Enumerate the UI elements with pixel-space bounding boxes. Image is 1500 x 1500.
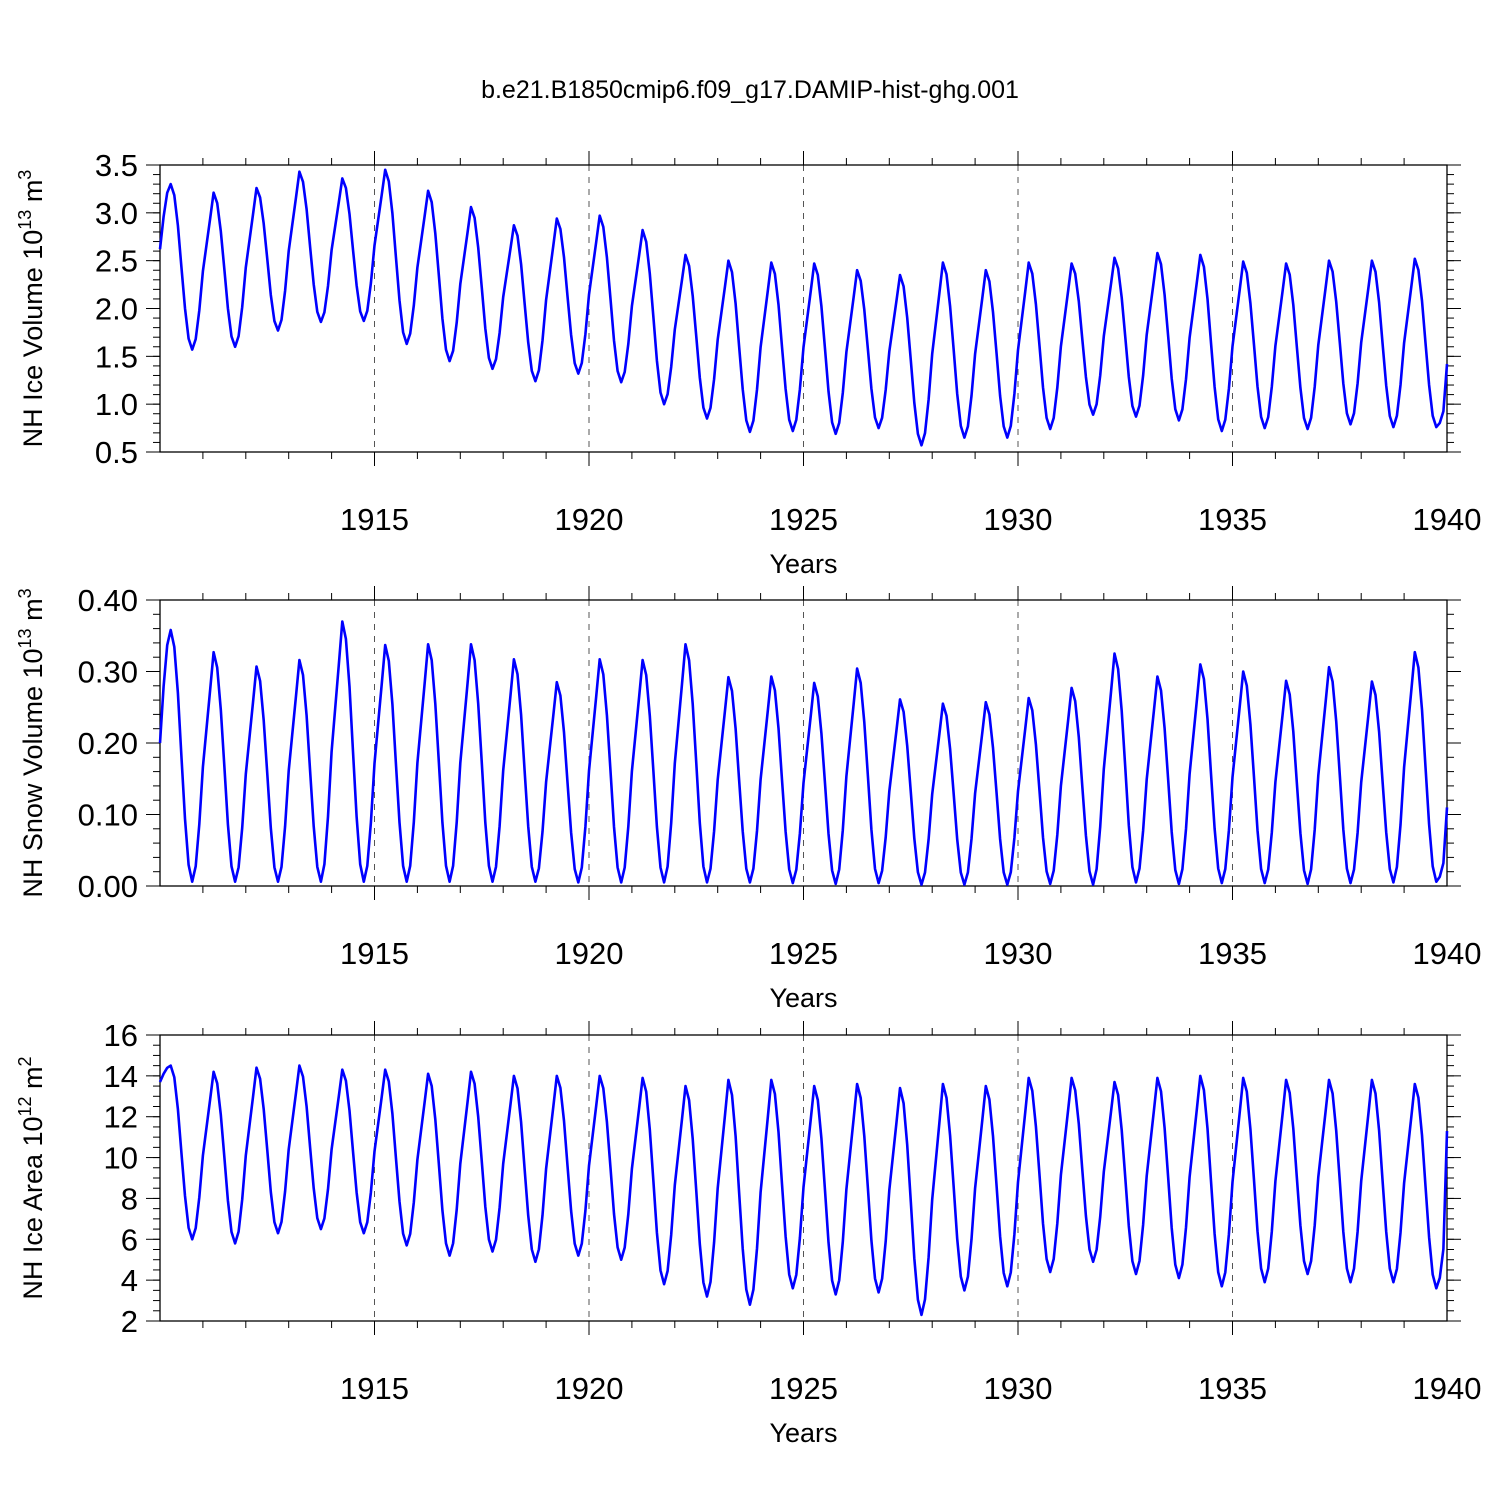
y-tick-label: 2.5 <box>95 244 138 279</box>
y-tick-label: 1.0 <box>95 387 138 422</box>
y-axis-title: NH Ice Area 1012 m2 <box>15 1056 48 1299</box>
x-tick-label: 1930 <box>984 936 1053 971</box>
y-tick-label: 14 <box>104 1059 138 1094</box>
x-tick-label: 1920 <box>555 936 624 971</box>
y-tick-label: 8 <box>121 1181 138 1216</box>
y-tick-label: 0.40 <box>78 583 138 618</box>
y-tick-label: 2.0 <box>95 292 138 327</box>
x-tick-label: 1920 <box>555 502 624 537</box>
x-tick-label: 1925 <box>769 1371 838 1406</box>
y-axis-title-unit-exponent: 3 <box>15 588 35 598</box>
x-tick-label: 1915 <box>340 1371 409 1406</box>
y-axis-title-exponent: 12 <box>15 1096 35 1116</box>
x-tick-label: 1925 <box>769 502 838 537</box>
y-tick-label: 0.30 <box>78 655 138 690</box>
x-tick-label: 1915 <box>340 936 409 971</box>
y-axis-title-unit: m <box>18 598 48 628</box>
x-tick-label: 1915 <box>340 502 409 537</box>
y-axis-title-unit-exponent: 2 <box>15 1056 35 1066</box>
y-tick-label: 3.5 <box>95 148 138 183</box>
ice-volume-series-line <box>158 168 1449 447</box>
x-tick-label: 1925 <box>769 936 838 971</box>
y-tick-label: 0.00 <box>78 869 138 904</box>
y-axis-title-unit: m <box>18 1066 48 1096</box>
x-tick-label: 1930 <box>984 502 1053 537</box>
y-axis-title-text: NH Ice Area 10 <box>18 1116 48 1299</box>
x-tick-label: 1940 <box>1413 1371 1482 1406</box>
x-tick-label: 1940 <box>1413 502 1482 537</box>
x-tick-label: 1920 <box>555 1371 624 1406</box>
y-tick-label: 2 <box>121 1304 138 1339</box>
snow-volume-series-line <box>158 620 1449 886</box>
y-axis-title-exponent: 13 <box>15 628 35 648</box>
y-tick-label: 6 <box>121 1222 138 1257</box>
ice-area-panel: 1915 1920 1925 1930 1935 1940 Years 2 4 6 8 10 12 14 1… <box>15 1018 1481 1448</box>
x-axis-title: Years <box>769 1418 837 1448</box>
snow-volume-panel: 1915 1920 1925 1930 1935 1940 Years 0.00 0.10 0.2… <box>15 583 1481 1013</box>
y-axis-title-unit: m <box>18 180 48 210</box>
x-tick-label: 1935 <box>1198 502 1267 537</box>
y-axis-title: NH Snow Volume 1013 m3 <box>15 588 48 897</box>
ice-volume-panel: 1915 1920 1925 1930 1935 1940 Years 0.5 1.0 1.5 2.… <box>15 148 1481 579</box>
y-tick-label: 10 <box>104 1141 138 1176</box>
y-tick-label: 3.0 <box>95 196 138 231</box>
y-axis-title-exponent: 13 <box>15 210 35 230</box>
y-axis-title-unit-exponent: 3 <box>15 170 35 180</box>
y-tick-label: 0.5 <box>95 435 138 470</box>
y-axis-title-text: NH Snow Volume 10 <box>18 648 48 897</box>
x-axis-title: Years <box>769 549 837 579</box>
figure-title: b.e21.B1850cmip6.f09_g17.DAMIP-hist-ghg.… <box>481 76 1019 104</box>
y-tick-label: 0.10 <box>78 798 138 833</box>
x-tick-label: 1935 <box>1198 1371 1267 1406</box>
x-tick-label: 1935 <box>1198 936 1267 971</box>
y-axis-title: NH Ice Volume 1013 m3 <box>15 170 48 448</box>
x-tick-label: 1930 <box>984 1371 1053 1406</box>
y-tick-label: 4 <box>121 1263 138 1298</box>
y-axis-title-text: NH Ice Volume 10 <box>18 230 48 448</box>
ice-area-series-line <box>158 1064 1449 1317</box>
y-tick-label: 0.20 <box>78 726 138 761</box>
y-tick-label: 16 <box>104 1018 138 1053</box>
y-tick-label: 12 <box>104 1100 138 1135</box>
x-tick-label: 1940 <box>1413 936 1482 971</box>
y-tick-label: 1.5 <box>95 339 138 374</box>
x-axis-title: Years <box>769 983 837 1013</box>
